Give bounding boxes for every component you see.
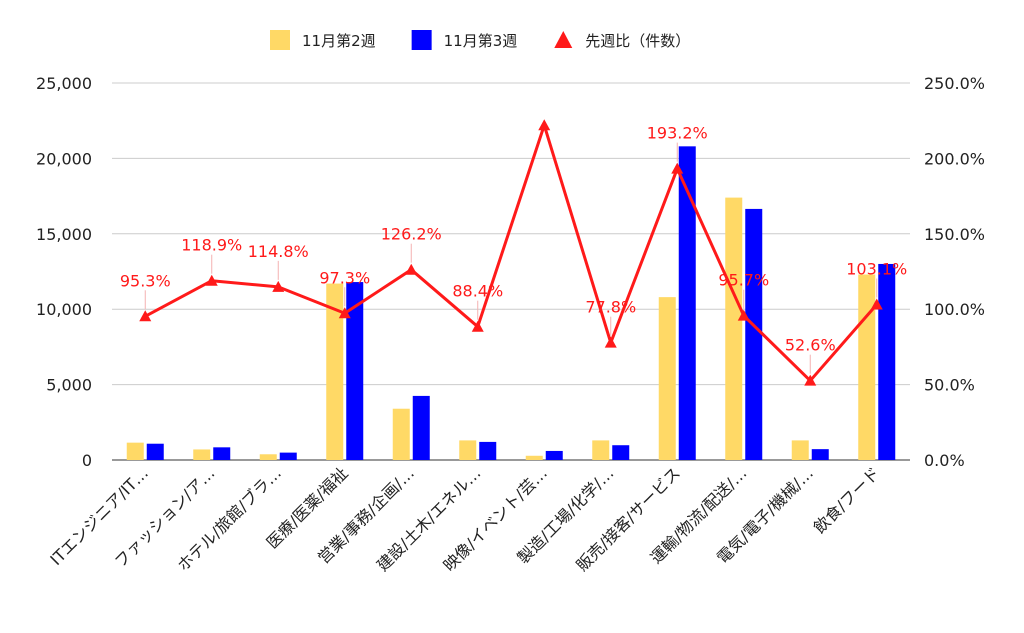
ratio-point xyxy=(737,309,750,321)
legend: 11月第2週 11月第3週 先週比（件数） xyxy=(270,30,690,50)
bar-week2 xyxy=(592,440,610,460)
ratio-point xyxy=(538,119,551,131)
bar-week3 xyxy=(612,445,630,460)
right-tick-label: 50.0% xyxy=(924,376,975,395)
data-label: 118.9% xyxy=(181,236,242,255)
ratio-point xyxy=(870,298,883,310)
data-label: 77.8% xyxy=(585,298,636,317)
bar-week2 xyxy=(259,454,277,460)
bar-week3 xyxy=(213,447,231,460)
left-tick-label: 5,000 xyxy=(46,376,92,395)
bar-week2 xyxy=(459,440,477,460)
right-tick-label: 200.0% xyxy=(924,149,985,168)
ratio-point xyxy=(405,263,418,275)
data-label: 193.2% xyxy=(647,124,708,143)
data-label: 95.3% xyxy=(120,271,171,290)
right-tick-label: 150.0% xyxy=(924,225,985,244)
ratio-point xyxy=(804,374,817,386)
bar-week2 xyxy=(858,274,876,460)
data-label: 126.2% xyxy=(381,225,442,244)
left-axis-ticks: 0 5,000 10,000 15,000 20,000 25,000 xyxy=(36,74,92,470)
data-label: 97.3% xyxy=(319,268,370,287)
right-tick-label: 250.0% xyxy=(924,74,985,93)
category-labels: ITエンジニア/IT…ファッション/ア…ホテル/旅館/ブラ…医療/医薬/福祉営業… xyxy=(46,463,883,575)
bar-week2 xyxy=(658,297,676,460)
legend-swatch xyxy=(411,30,432,50)
bar-marks xyxy=(126,146,896,460)
bar-week3 xyxy=(745,208,763,460)
bar-week3 xyxy=(545,450,563,460)
bar-week3 xyxy=(279,452,297,460)
bar-week2 xyxy=(326,283,344,460)
bar-week2 xyxy=(525,455,543,460)
ratio-line xyxy=(139,119,883,386)
legend-swatch xyxy=(270,30,290,50)
left-tick-label: 25,000 xyxy=(36,74,92,93)
data-label: 95.7% xyxy=(718,271,769,290)
ratio-point xyxy=(139,310,152,322)
gridlines xyxy=(112,82,910,461)
right-axis-ticks: 0.0% 50.0% 100.0% 150.0% 200.0% 250.0% xyxy=(924,74,985,470)
bar-week3 xyxy=(346,282,364,460)
ratio-point xyxy=(205,274,218,286)
bar-week2 xyxy=(193,449,211,460)
legend-label: 11月第2週 xyxy=(302,32,376,50)
bar-week3 xyxy=(878,263,896,460)
bar-week2 xyxy=(126,442,144,460)
bar-week3 xyxy=(479,441,497,460)
data-label: 52.6% xyxy=(785,336,836,355)
ratio-point xyxy=(604,336,617,348)
legend-label: 先週比（件数） xyxy=(585,32,690,50)
ratio-point xyxy=(671,162,684,174)
bar-week2 xyxy=(392,408,410,460)
ratio-line-path xyxy=(144,123,878,383)
right-tick-label: 100.0% xyxy=(924,300,985,319)
left-tick-label: 20,000 xyxy=(36,149,92,168)
ratio-point xyxy=(471,320,484,332)
bar-week2 xyxy=(791,440,809,460)
left-tick-label: 0 xyxy=(82,451,92,470)
data-label: 103.1% xyxy=(846,260,907,279)
category-label: 飲食/フード xyxy=(810,463,884,537)
ratio-point xyxy=(338,307,351,319)
left-tick-label: 15,000 xyxy=(36,225,92,244)
right-tick-label: 0.0% xyxy=(924,451,965,470)
bar-week3 xyxy=(146,443,164,460)
bar-week3 xyxy=(412,395,430,460)
data-label: 88.4% xyxy=(452,282,503,301)
bar-week2 xyxy=(725,197,743,460)
legend-swatch xyxy=(554,31,573,48)
data-labels: 95.3% 118.9% 114.8% 97.3% 126.2% 88.4% 77.8% 19… xyxy=(120,124,907,374)
ratio-point xyxy=(272,280,285,292)
bar-week3 xyxy=(811,449,829,460)
bar-week3 xyxy=(678,146,696,460)
legend-label: 11月第3週 xyxy=(444,32,518,50)
left-tick-label: 10,000 xyxy=(36,300,92,319)
data-label: 114.8% xyxy=(248,242,309,261)
